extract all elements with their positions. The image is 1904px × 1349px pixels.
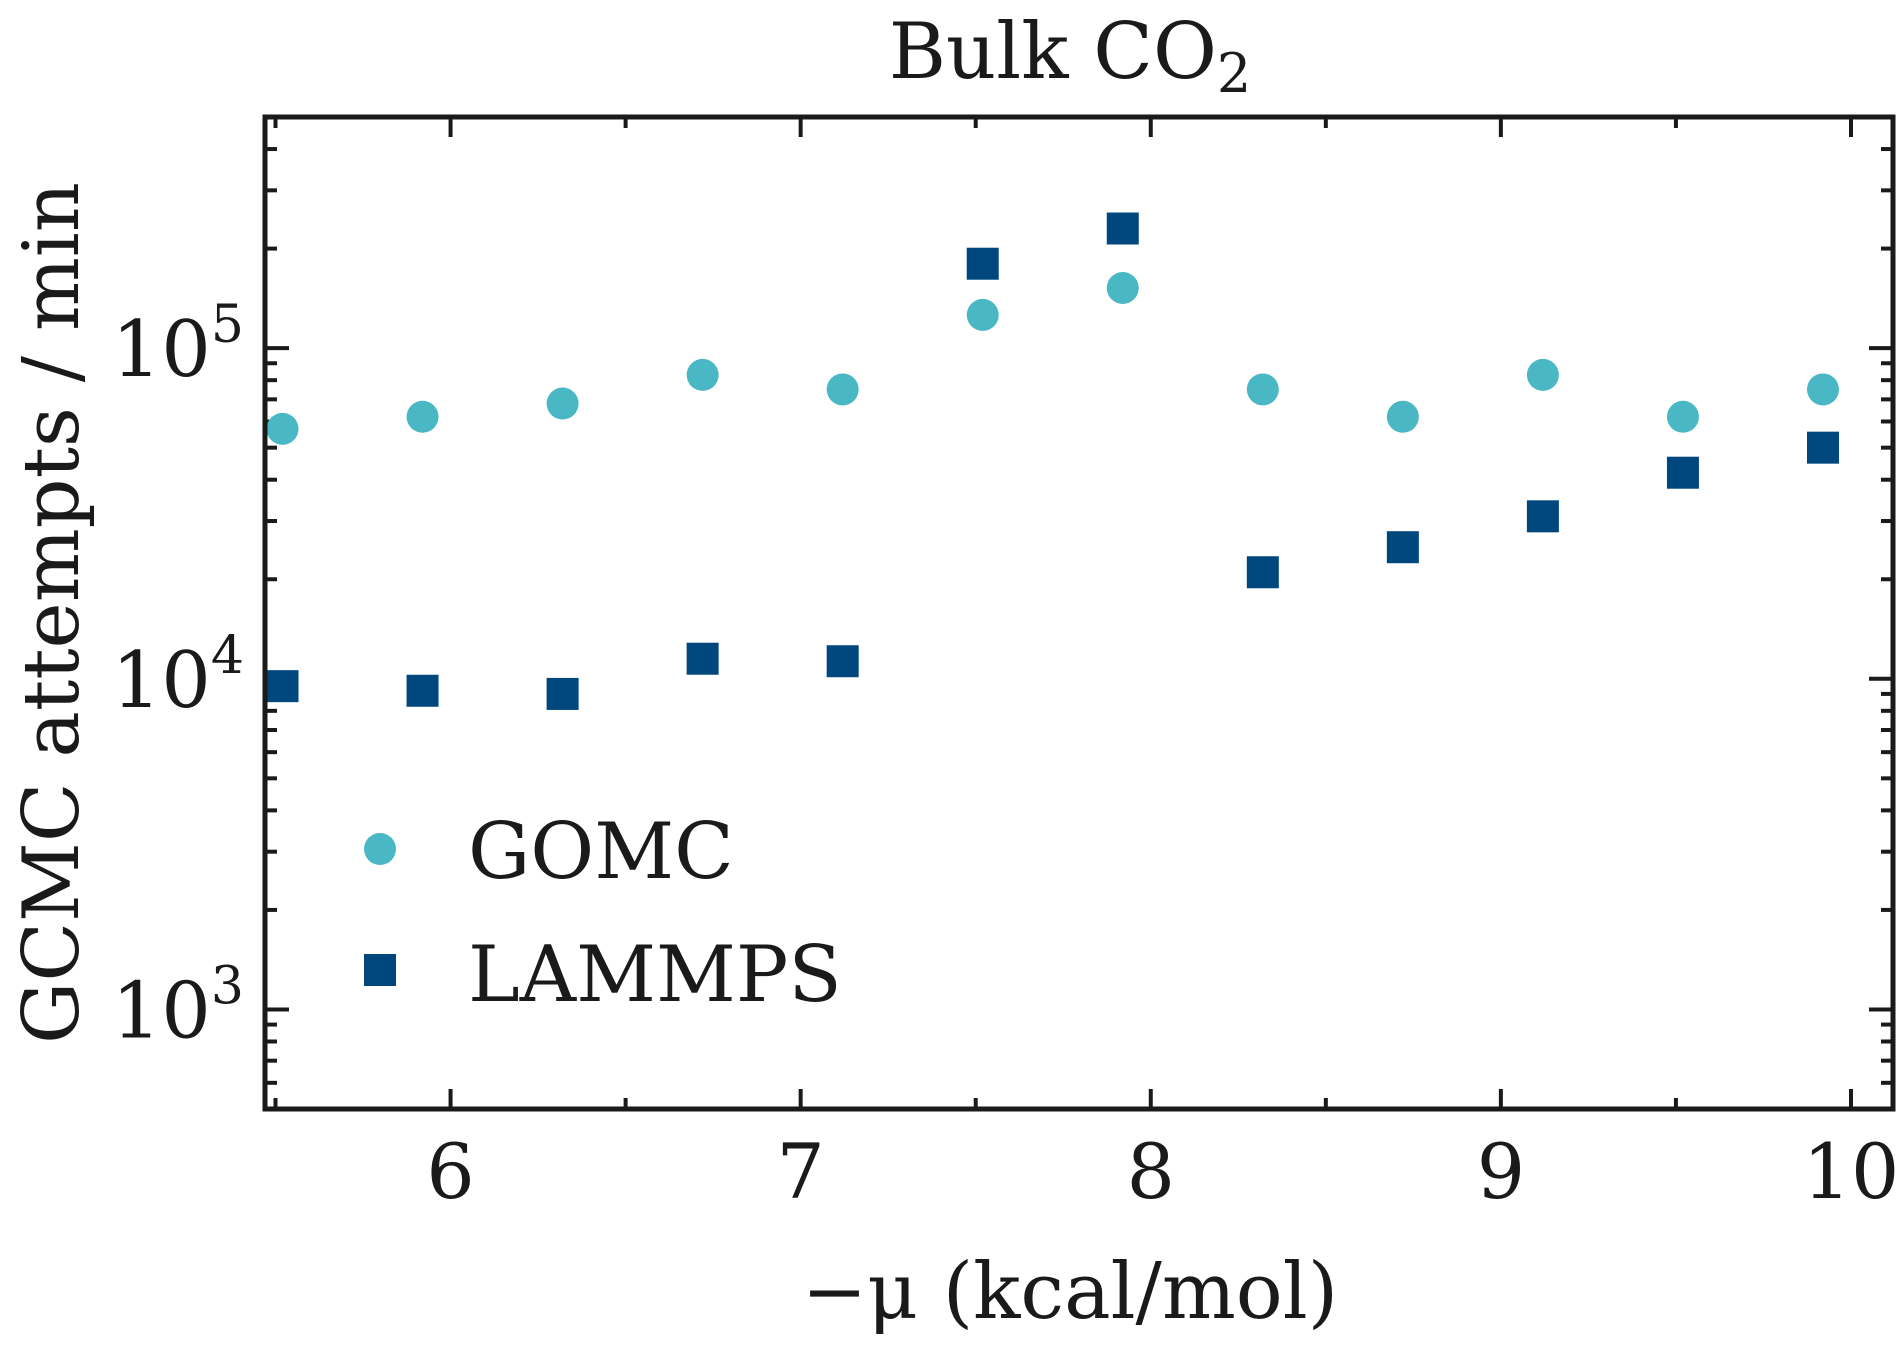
lammps-point [1246, 556, 1279, 589]
y-tick-label-exponent: 5 [211, 295, 244, 355]
y-tick-label: 103 [112, 956, 244, 1056]
y-tick-label-base: 10 [112, 966, 211, 1056]
x-tick-label: 10 [1803, 1127, 1900, 1216]
gomc-point [266, 412, 299, 445]
legend-marker-gomc [364, 833, 396, 865]
legend-label-gomc: GOMC [468, 807, 734, 897]
y-tick-label-exponent: 3 [211, 956, 244, 1016]
gomc-point [1106, 271, 1139, 304]
gomc-point [1526, 358, 1559, 391]
y-tick-label-exponent: 4 [211, 626, 244, 686]
gomc-point [1666, 400, 1699, 433]
legend-label-lammps: LAMMPS [468, 930, 842, 1020]
lammps-point [686, 642, 719, 675]
gomc-point [546, 387, 579, 420]
x-tick-label: 7 [776, 1127, 824, 1216]
gomc-point [1386, 400, 1419, 433]
gomc-point [686, 358, 719, 391]
gomc-point [966, 298, 999, 331]
legend-marker-lammps [364, 954, 396, 986]
gomc-point [1246, 373, 1279, 406]
lammps-point [1806, 431, 1839, 464]
y-tick-label-base: 10 [112, 305, 211, 395]
chart-title-main: Bulk CO [889, 7, 1217, 97]
lammps-point [546, 677, 579, 710]
y-tick-label: 105 [112, 295, 244, 395]
chart-title: Bulk CO2 [889, 7, 1252, 105]
lammps-point [266, 670, 299, 703]
x-tick-label: 9 [1477, 1127, 1525, 1216]
x-tick-label: 8 [1127, 1127, 1175, 1216]
lammps-point [1106, 212, 1139, 245]
x-tick-labels: 6 7 8 9 10 [426, 1127, 1899, 1216]
lammps-point [1386, 531, 1419, 564]
gomc-point [1806, 373, 1839, 406]
data-markers [266, 212, 1839, 710]
x-tick-label: 6 [426, 1127, 474, 1216]
legend: GOMC LAMMPS [364, 807, 842, 1020]
plot-frame [262, 114, 1896, 1112]
y-axis-label: GCMC attempts / min [7, 182, 97, 1044]
gomc-point [826, 373, 859, 406]
chart-title-subscript: 2 [1217, 42, 1251, 105]
gomc-point [406, 400, 439, 433]
x-axis-label: −μ (kcal/mol) [802, 1247, 1338, 1337]
lammps-point [1666, 456, 1699, 489]
lammps-point [826, 645, 859, 678]
lammps-point [406, 674, 439, 707]
y-tick-label-base: 10 [112, 636, 211, 726]
y-tick-label: 104 [112, 626, 244, 726]
lammps-point [1526, 500, 1559, 533]
lammps-point [966, 247, 999, 280]
